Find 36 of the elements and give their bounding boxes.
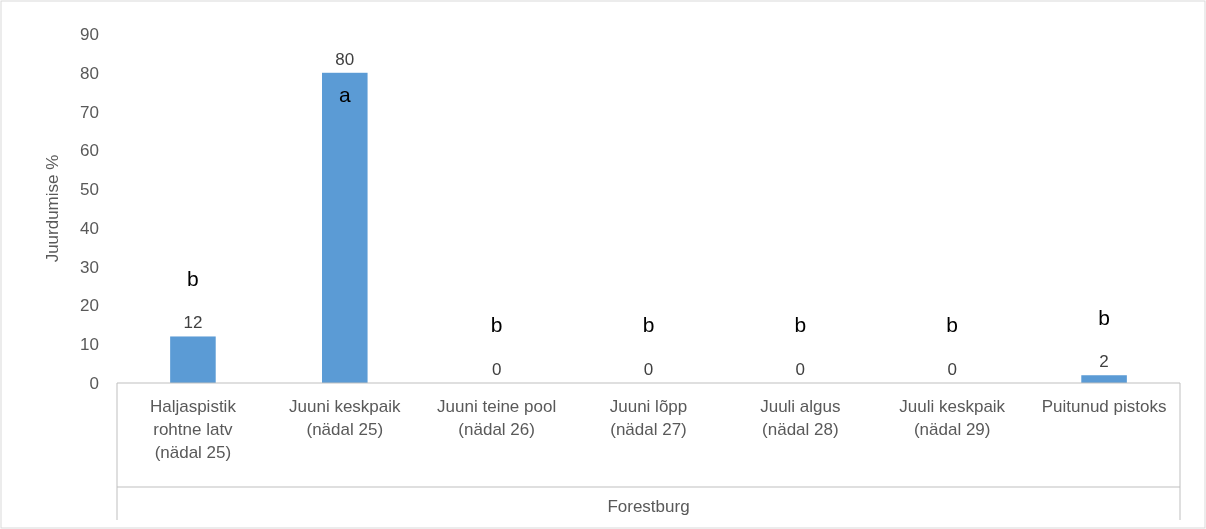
x-tick-label: Juuni lõpp (nädal 27) (609, 397, 688, 439)
y-tick-label: 40 (80, 218, 99, 238)
x-tick-label: Puitunud pistoks (1041, 397, 1167, 416)
y-tick-label: 0 (89, 373, 99, 393)
y-tick-label: 20 (80, 296, 99, 316)
y-tick-label: 70 (80, 102, 99, 122)
y-tick-label: 90 (80, 24, 99, 44)
data-label: 12 (183, 313, 203, 333)
bar (1081, 375, 1127, 383)
y-tick-label: 10 (80, 335, 99, 355)
data-label: 0 (643, 360, 654, 379)
annotation: b (490, 313, 503, 337)
x-tick-label: Haljaspistik rohtne latv (nädal 25) (149, 397, 237, 462)
x-axis-title: Forestburg (607, 497, 690, 516)
x-tick-label: Juuni keskpaik (nädal 25) (289, 397, 402, 439)
annotation: b (794, 313, 807, 337)
data-label: 80 (335, 49, 355, 69)
annotation: b (187, 266, 199, 290)
y-tick-label: 30 (80, 257, 99, 277)
y-tick-label: 80 (80, 63, 99, 83)
annotation: b (642, 313, 655, 337)
y-tick-label: 50 (80, 180, 99, 200)
y-axis-title: Juurdumise % (43, 154, 62, 263)
x-tick-label: Juuni teine pool (nädal 26) (437, 397, 557, 439)
bar (322, 72, 368, 383)
annotation: a (338, 83, 351, 107)
data-label: 2 (1099, 352, 1109, 372)
data-label: 0 (795, 360, 806, 379)
y-tick-label: 60 (80, 141, 99, 161)
x-tick-label: Juuli algus (nädal 28) (760, 397, 841, 439)
x-tick-label: Juuli keskpaik (nädal 29) (899, 397, 1006, 439)
data-label: 0 (491, 360, 502, 379)
data-label: 0 (947, 360, 957, 379)
bar (170, 336, 216, 383)
annotation: b (946, 313, 959, 337)
annotation: b (1098, 305, 1110, 329)
